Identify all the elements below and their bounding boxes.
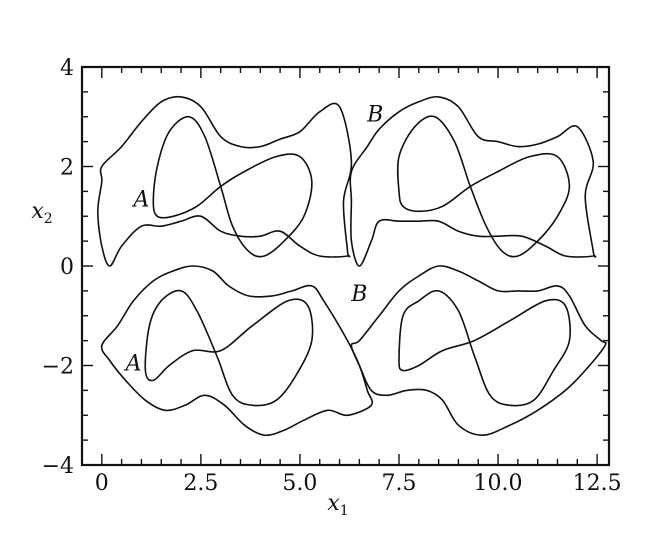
trajectory-curve-5 — [100, 265, 374, 437]
y-tick-label: 2 — [60, 156, 74, 181]
annotation-a: A — [131, 187, 149, 212]
trajectory-curve-2 — [349, 95, 597, 267]
y-axis-title: x2 — [31, 199, 52, 227]
x-tick-label: 5.0 — [282, 471, 317, 496]
x-tick-label: 0 — [95, 471, 109, 496]
annotation-b: B — [366, 103, 383, 128]
trajectory-curve-8 — [398, 289, 571, 407]
x-tick-label: 7.5 — [381, 471, 416, 496]
x-axis-title: x1 — [327, 491, 348, 519]
y-tick-label: 0 — [60, 255, 74, 280]
x-tick-label: 2.5 — [183, 471, 218, 496]
y-tick-label: −2 — [42, 355, 74, 380]
trajectory-curve-3 — [152, 115, 313, 258]
curves-layer — [97, 95, 607, 437]
y-tick-label: −4 — [42, 454, 74, 479]
ticks-layer — [82, 66, 609, 466]
trajectory-curve-1 — [97, 95, 353, 267]
y-tick-label: 4 — [60, 56, 74, 81]
x-tick-label: 12.5 — [573, 471, 622, 496]
annotation-a: A — [124, 351, 142, 376]
tick-labels-layer: 0 2.5 5.0 7.5 10.0 12.5 −4 −2 0 2 4 — [42, 56, 622, 496]
trajectory-curve-6 — [350, 265, 607, 436]
trajectory-curve-7 — [144, 289, 314, 407]
annotations-layer: A B A B — [124, 103, 384, 377]
x-tick-label: 10.0 — [474, 471, 523, 496]
annotation-b: B — [350, 282, 367, 307]
trajectory-curve-4 — [396, 115, 571, 258]
